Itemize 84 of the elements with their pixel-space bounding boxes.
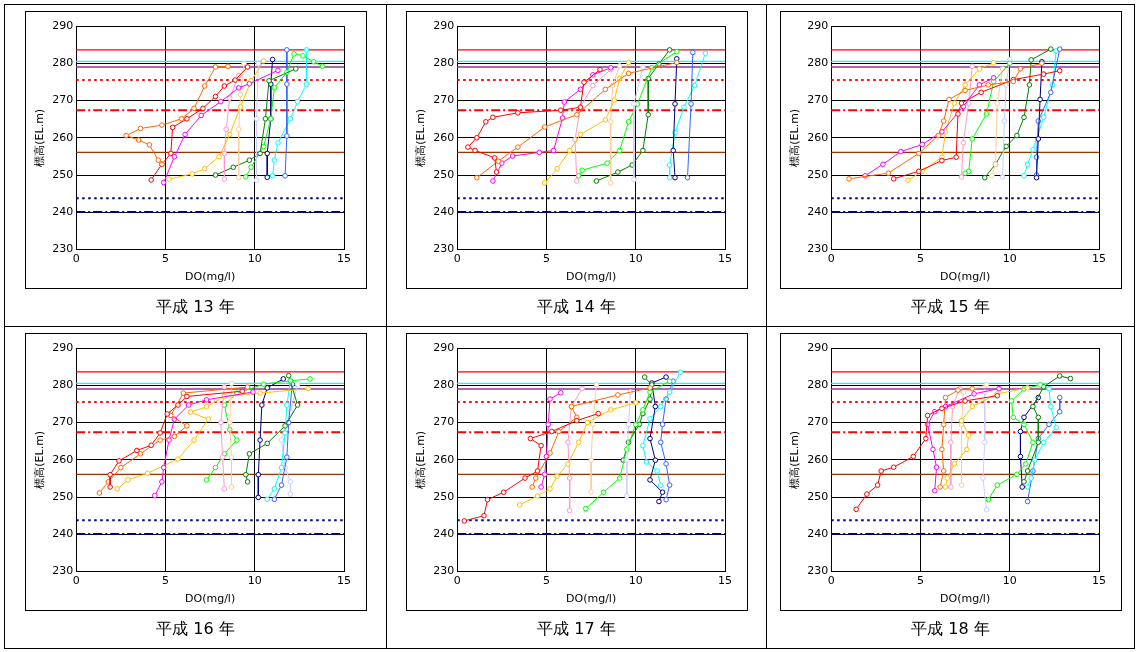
y-tick-label: 230 [806,564,828,578]
y-tick-label: 260 [432,130,454,144]
y-tick-label: 230 [432,564,454,578]
x-tick-label: 0 [453,252,461,266]
x-tick-label: 5 [916,574,924,588]
y-tick-label: 250 [806,167,828,181]
text: 平成 14 年 [537,297,616,318]
y-tick-label: 290 [432,340,454,354]
x-axis-title: DO(mg/l) [565,270,616,284]
y-tick-label: 240 [51,205,73,219]
y-tick-label: 280 [806,378,828,392]
y-tick-label: 240 [806,527,828,541]
x-tick-label: 10 [1002,574,1017,588]
y-axis-title: 標高(EL.m) [787,430,801,489]
text: 平成 17 年 [537,619,616,640]
x-tick-label: 10 [247,574,262,588]
y-tick-label: 240 [806,205,828,219]
y-tick-label: 280 [51,56,73,70]
y-tick-label: 270 [51,93,73,107]
x-tick-label: 0 [827,252,835,266]
x-tick-label: 15 [336,574,351,588]
y-tick-label: 270 [432,93,454,107]
x-tick-label: 0 [453,574,461,588]
y-tick-label: 260 [51,130,73,144]
y-tick-label: 250 [51,167,73,181]
text: 平成 13 年 [156,297,235,318]
y-tick-label: 230 [51,242,73,256]
y-axis-title: 標高(EL.m) [787,108,801,167]
x-tick-label: 0 [827,574,835,588]
y-tick-label: 260 [51,452,73,466]
x-tick-label: 15 [717,252,732,266]
y-tick-label: 290 [806,18,828,32]
y-tick-label: 230 [51,564,73,578]
y-tick-label: 230 [432,242,454,256]
x-tick-label: 10 [1002,252,1017,266]
x-tick-label: 5 [542,574,550,588]
x-tick-label: 10 [628,252,643,266]
text: 平成 15 年 [911,297,990,318]
y-tick-label: 270 [432,415,454,429]
y-axis-title: 標高(EL.m) [413,108,427,167]
y-tick-label: 260 [432,452,454,466]
y-tick-label: 240 [51,527,73,541]
y-tick-label: 250 [51,489,73,503]
y-tick-label: 280 [432,56,454,70]
x-tick-label: 0 [72,252,80,266]
y-axis-title: 標高(EL.m) [32,108,46,167]
x-tick-label: 5 [161,574,169,588]
x-axis-title: DO(mg/l) [939,592,990,606]
y-axis-title: 標高(EL.m) [32,430,46,489]
y-tick-label: 290 [51,340,73,354]
x-tick-label: 0 [72,574,80,588]
y-tick-label: 280 [51,378,73,392]
y-tick-label: 290 [51,18,73,32]
text: 平成 18 年 [911,619,990,640]
y-tick-label: 260 [806,130,828,144]
x-axis-title: DO(mg/l) [939,270,990,284]
x-tick-label: 15 [336,252,351,266]
x-tick-label: 10 [628,574,643,588]
y-tick-label: 240 [432,527,454,541]
y-tick-label: 240 [432,205,454,219]
y-tick-label: 290 [432,18,454,32]
x-tick-label: 10 [247,252,262,266]
y-tick-label: 230 [806,242,828,256]
y-tick-label: 280 [432,378,454,392]
x-axis-title: DO(mg/l) [565,592,616,606]
y-tick-label: 250 [432,489,454,503]
x-axis-title: DO(mg/l) [184,270,235,284]
x-tick-label: 5 [542,252,550,266]
y-tick-label: 250 [432,167,454,181]
x-axis-title: DO(mg/l) [184,592,235,606]
x-tick-label: 15 [1091,252,1106,266]
y-tick-label: 270 [806,415,828,429]
x-tick-label: 15 [1091,574,1106,588]
y-tick-label: 260 [806,452,828,466]
text: 平成 16 年 [156,619,235,640]
x-tick-label: 5 [916,252,924,266]
y-tick-label: 250 [806,489,828,503]
x-tick-label: 15 [717,574,732,588]
y-tick-label: 280 [806,56,828,70]
x-tick-label: 5 [161,252,169,266]
y-tick-label: 270 [51,415,73,429]
y-tick-label: 270 [806,93,828,107]
y-tick-label: 290 [806,340,828,354]
y-axis-title: 標高(EL.m) [413,430,427,489]
